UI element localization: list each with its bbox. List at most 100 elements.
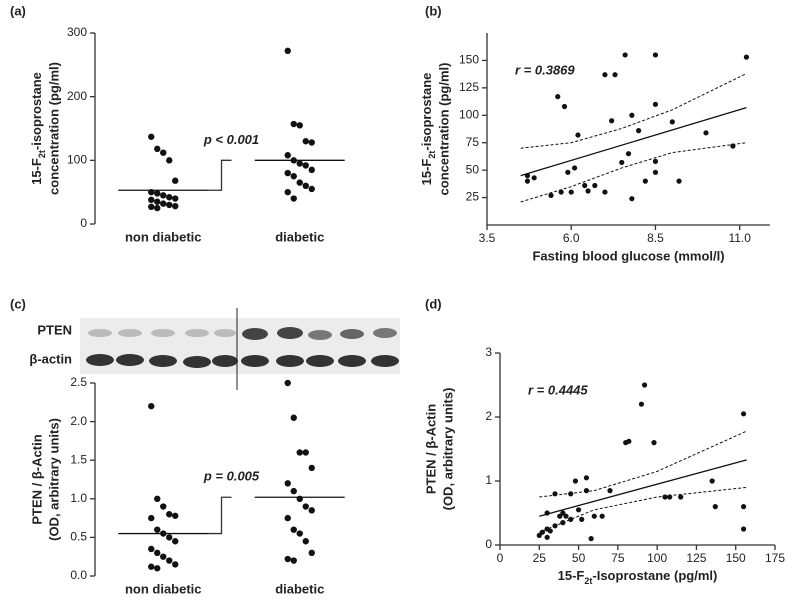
data-point xyxy=(160,553,167,560)
panel-label: (b) xyxy=(425,3,442,18)
data-point xyxy=(552,523,558,529)
data-point xyxy=(662,494,668,500)
data-point xyxy=(652,52,659,58)
data-point xyxy=(160,149,167,156)
data-point xyxy=(599,513,605,519)
y-tick-label: 1.5 xyxy=(70,452,87,466)
data-point xyxy=(308,464,315,472)
data-point xyxy=(703,130,709,136)
actin-bands xyxy=(86,354,399,368)
data-point xyxy=(583,488,590,494)
x-axis-label: 15-F2t-Isoprostane (pg/ml) xyxy=(558,568,718,586)
regression-line xyxy=(520,106,747,177)
data-point xyxy=(308,166,315,174)
data-point xyxy=(626,438,632,444)
data-point xyxy=(740,504,747,510)
data-point xyxy=(740,526,747,532)
data-point xyxy=(548,192,554,198)
data-point xyxy=(284,47,291,55)
data-point xyxy=(296,449,303,456)
x-tick-label: diabetic xyxy=(275,581,324,596)
data-point xyxy=(575,132,581,138)
x-tick-label: diabetic xyxy=(275,229,324,244)
y-tick-label: 1 xyxy=(485,473,492,487)
data-point xyxy=(290,173,297,180)
data-point xyxy=(743,54,750,60)
data-point xyxy=(172,195,179,202)
data-point xyxy=(308,139,315,146)
y-tick-label: 100 xyxy=(67,153,87,167)
data-point xyxy=(609,118,615,124)
data-point xyxy=(602,72,608,78)
y-axis-label: (OD, arbitrary units) xyxy=(440,388,455,511)
x-tick-label: 8.5 xyxy=(647,231,664,245)
data-point xyxy=(652,169,659,175)
y-tick-label: 2 xyxy=(485,409,492,423)
data-point xyxy=(160,200,167,207)
data-point xyxy=(160,503,167,510)
y-tick-label: 0 xyxy=(485,537,492,551)
data-point xyxy=(172,538,179,545)
western-blot xyxy=(80,308,400,390)
y-axis-label: (OD, arbitrary units) xyxy=(46,418,61,541)
y-axis-label: PTEN / β-Actin xyxy=(29,434,44,524)
data-point xyxy=(166,157,173,164)
data-point xyxy=(557,513,563,519)
data-point xyxy=(308,185,315,193)
data-point xyxy=(154,145,161,153)
y-tick-label: 300 xyxy=(67,25,87,39)
data-point xyxy=(290,557,297,564)
data-point xyxy=(148,203,155,211)
data-point xyxy=(148,514,155,522)
data-point xyxy=(588,536,594,542)
data-point xyxy=(290,414,297,421)
data-point xyxy=(154,204,161,212)
data-point xyxy=(172,202,179,210)
data-point xyxy=(555,94,561,100)
data-point xyxy=(544,510,550,516)
x-tick-label: 175 xyxy=(765,551,785,565)
data-point xyxy=(154,526,161,533)
data-point xyxy=(148,545,155,553)
data-point xyxy=(667,494,673,500)
data-point xyxy=(296,179,303,186)
p-value: p = 0.005 xyxy=(203,469,260,484)
data-point xyxy=(302,138,309,145)
y-tick-label: 100 xyxy=(459,107,479,121)
data-point xyxy=(652,101,659,107)
data-point xyxy=(629,196,635,202)
data-point xyxy=(602,189,608,195)
data-point xyxy=(308,549,315,557)
data-point xyxy=(582,182,588,189)
data-point xyxy=(154,198,161,205)
data-point xyxy=(629,112,635,118)
data-point xyxy=(579,516,585,523)
x-tick-label: 125 xyxy=(686,551,706,565)
pten-bands-diabetic xyxy=(242,327,397,340)
data-point xyxy=(302,503,309,510)
y-tick-label: 2.0 xyxy=(70,414,87,428)
data-point xyxy=(560,520,566,526)
data-point xyxy=(302,182,309,189)
y-tick-label: 0.0 xyxy=(70,568,87,582)
data-point xyxy=(166,201,173,209)
data-point xyxy=(625,151,632,157)
data-point xyxy=(563,513,569,519)
x-tick-label: 11.0 xyxy=(728,231,751,245)
data-point xyxy=(302,449,309,456)
data-point xyxy=(575,507,582,513)
y-tick-label: 200 xyxy=(67,89,87,103)
data-point xyxy=(568,189,574,195)
data-point xyxy=(585,188,591,194)
x-tick-label: non diabetic xyxy=(125,229,202,244)
r-value: r = 0.3869 xyxy=(515,62,575,77)
y-tick-label: 1.0 xyxy=(70,491,87,505)
data-point xyxy=(524,173,531,179)
data-point xyxy=(641,382,648,388)
data-point xyxy=(607,488,613,494)
data-point xyxy=(296,495,303,502)
ci-upper xyxy=(520,73,747,149)
data-point xyxy=(284,169,291,177)
data-point xyxy=(290,487,297,495)
data-point xyxy=(166,557,173,564)
